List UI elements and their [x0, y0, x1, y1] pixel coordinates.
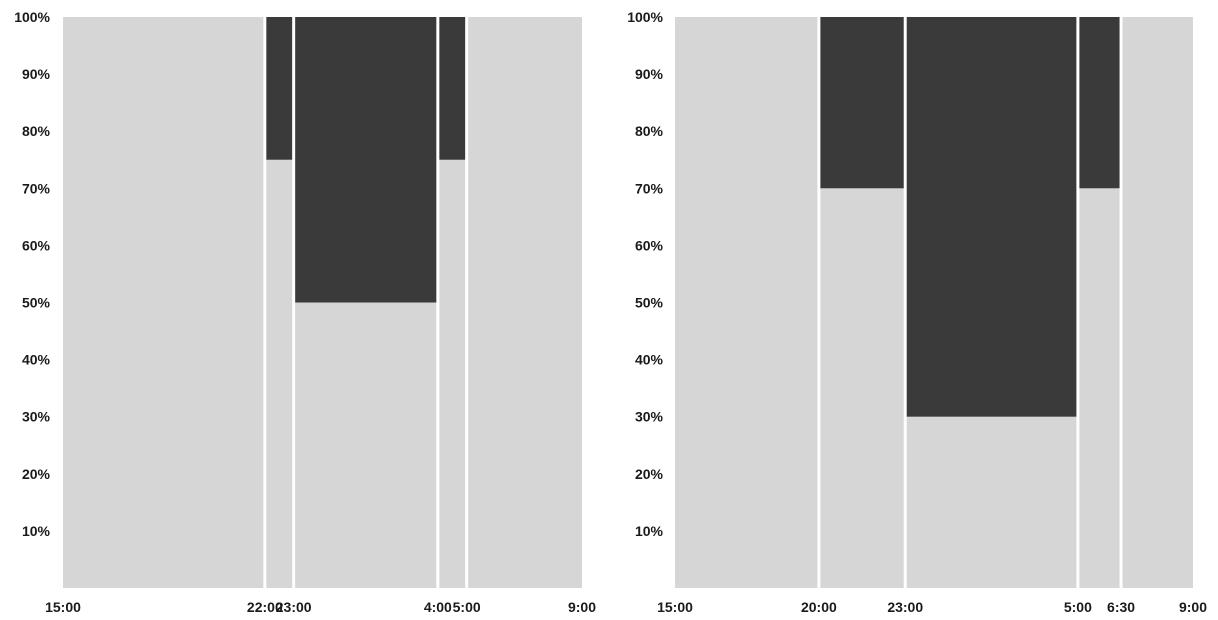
- bar-dark-left-1: [264, 17, 294, 160]
- chart-left: 10% 20% 30% 40% 50% 60% 70% 80% 90% 100% 15:00 22:0…: [14, 9, 596, 615]
- y-tick-label-right-0: 10%: [635, 523, 664, 539]
- bar-light-left-1: [264, 159, 294, 588]
- bar-light-right-3: [1077, 188, 1122, 589]
- x-tick-label-left-3: 4:00: [424, 599, 452, 615]
- x-tick-label-right-1: 20:00: [801, 599, 837, 615]
- x-tick-label-left-0: 15:00: [45, 599, 81, 615]
- bar-light-right-1: [818, 188, 906, 589]
- y-tick-label-left-0: 10%: [22, 523, 51, 539]
- bar-dark-right-3: [1077, 17, 1122, 189]
- y-tick-label-left-3: 40%: [22, 352, 51, 368]
- bar-dark-left-2: [293, 17, 438, 303]
- bar-light-left-4: [466, 17, 582, 588]
- x-tick-label-left-1: 22:00: [247, 599, 283, 615]
- x-tick-label-right-3: 5:00: [1064, 599, 1092, 615]
- y-tick-label-right-6: 70%: [635, 180, 664, 196]
- y-tick-label-right-8: 90%: [635, 66, 664, 82]
- bar-light-left-3: [437, 159, 467, 588]
- bar-dark-right-1: [818, 17, 906, 189]
- x-tick-label-right-4: 6:30: [1107, 599, 1135, 615]
- y-tick-label-right-3: 40%: [635, 352, 664, 368]
- y-tick-label-left-8: 90%: [22, 66, 51, 82]
- chart-right: 10% 20% 30% 40% 50% 60% 70% 80% 90% 100% 15:00 20:0…: [609, 0, 1218, 620]
- chart-right-svg: 10% 20% 30% 40% 50% 60% 70% 80% 90% 100% 15:00 20:0…: [627, 9, 1207, 615]
- bar-dark-right-2: [905, 17, 1078, 417]
- x-tick-label-right-2: 23:00: [887, 599, 923, 615]
- segments-right: [675, 17, 1193, 589]
- bar-dark-left-3: [437, 17, 467, 160]
- x-tick-label-right-5: 9:00: [1179, 599, 1207, 615]
- y-tick-label-left-7: 80%: [22, 123, 51, 139]
- bar-light-left-0: [63, 17, 265, 588]
- bar-light-left-2: [293, 302, 438, 588]
- segments-left: [63, 17, 582, 588]
- y-tick-label-left-6: 70%: [22, 180, 51, 196]
- x-tick-label-right-0: 15:00: [657, 599, 693, 615]
- y-tick-label-right-5: 60%: [635, 237, 664, 253]
- y-tick-label-right-7: 80%: [635, 123, 664, 139]
- bar-light-right-2: [905, 416, 1078, 588]
- y-tick-label-left-1: 20%: [22, 466, 51, 482]
- x-tick-label-left-5: 9:00: [568, 599, 596, 615]
- y-tick-label-right-4: 50%: [635, 295, 664, 311]
- x-tick-label-left-2: 23:00: [276, 599, 312, 615]
- y-tick-label-left-9: 100%: [14, 9, 50, 25]
- x-tick-label-left-4: 5:00: [453, 599, 481, 615]
- bar-light-right-0: [675, 17, 819, 588]
- y-tick-label-right-2: 30%: [635, 409, 664, 425]
- y-tick-label-left-4: 50%: [22, 295, 51, 311]
- chart-left-svg: 10% 20% 30% 40% 50% 60% 70% 80% 90% 100% 15:00 22:0…: [14, 9, 596, 615]
- y-tick-label-left-5: 60%: [22, 237, 51, 253]
- y-tick-label-right-1: 20%: [635, 466, 664, 482]
- bar-light-right-4: [1121, 17, 1193, 588]
- y-tick-label-left-2: 30%: [22, 409, 51, 425]
- y-tick-label-right-9: 100%: [627, 9, 663, 25]
